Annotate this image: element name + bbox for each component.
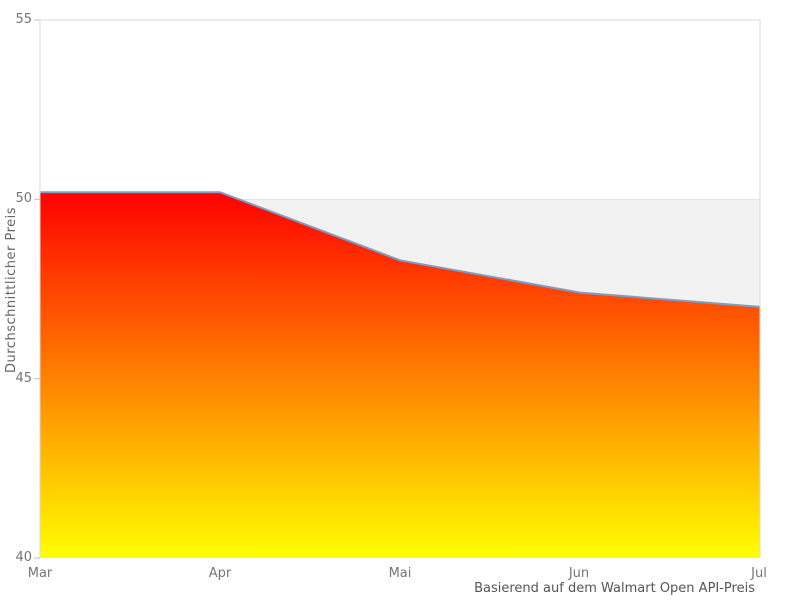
xtick-label-mai: Mai: [388, 566, 412, 581]
ytick-label-55: 55: [15, 12, 32, 27]
y-axis-title: Durchschnittlicher Preis: [4, 206, 19, 374]
xtick-label-jul: Jul: [751, 566, 767, 581]
ytick-label-45: 45: [15, 371, 32, 386]
xtick-label-apr: Apr: [208, 566, 232, 581]
ytick-label-50: 50: [15, 191, 32, 206]
xtick-label-jun: Jun: [568, 566, 590, 581]
chart-caption: Basierend auf dem Walmart Open API-Preis: [474, 581, 755, 596]
ytick-label-40: 40: [15, 550, 32, 565]
xtick-label-mar: Mar: [27, 566, 53, 581]
